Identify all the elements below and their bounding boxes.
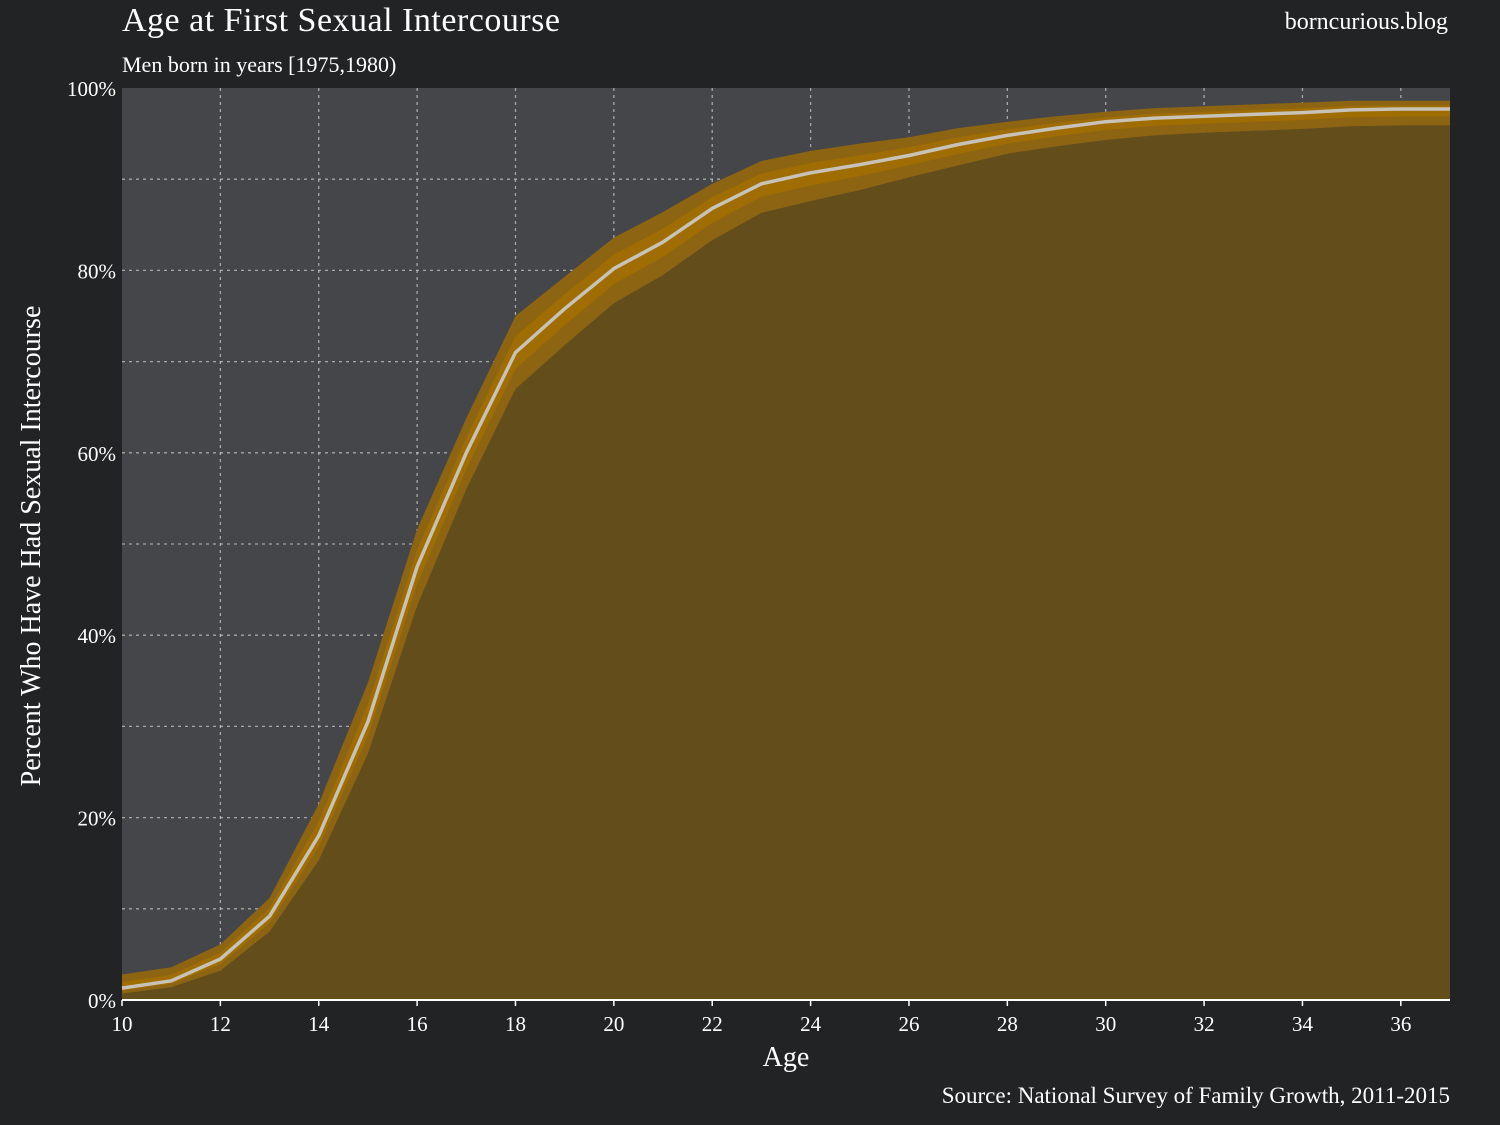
x-tick-label: 10 — [112, 1012, 133, 1036]
y-tick-label: 60% — [78, 442, 117, 466]
y-tick-label: 40% — [78, 624, 117, 648]
brand-label: borncurious.blog — [1284, 9, 1448, 35]
y-tick-label: 80% — [78, 259, 117, 283]
x-tick-label: 28 — [997, 1012, 1018, 1036]
chart-subtitle: Men born in years [1975,1980) — [122, 52, 397, 77]
x-tick-label: 18 — [505, 1012, 526, 1036]
x-tick-label: 36 — [1390, 1012, 1411, 1036]
x-tick-label: 24 — [800, 1012, 822, 1036]
x-tick-label: 30 — [1095, 1012, 1116, 1036]
chart-title: Age at First Sexual Intercourse — [122, 2, 561, 39]
x-tick-label: 16 — [407, 1012, 428, 1036]
series-line — [121, 107, 1450, 990]
x-tick-label: 12 — [210, 1012, 231, 1036]
y-tick-label: 20% — [78, 807, 117, 831]
source-note: Source: National Survey of Family Growth… — [941, 1083, 1450, 1108]
tick-labels: 10 12 14 16 18 20 22 24 26 28 30 32 34 36 0% 20% 40% 60% 8… — [67, 77, 1411, 1036]
x-tick-label: 26 — [898, 1012, 919, 1036]
x-axis-label: Age — [763, 1042, 810, 1073]
y-tick-label: 0% — [88, 989, 116, 1013]
x-tick-label: 34 — [1292, 1012, 1314, 1036]
x-tick-label: 22 — [702, 1012, 723, 1036]
cumulative-fill-area — [122, 125, 1450, 1000]
y-tick-label: 100% — [67, 77, 116, 101]
x-tick-label: 32 — [1194, 1012, 1215, 1036]
x-tick-label: 20 — [603, 1012, 624, 1036]
y-axis-label: Percent Who Have Had Sexual Intercourse — [16, 306, 47, 787]
x-tick-label: 14 — [308, 1012, 330, 1036]
